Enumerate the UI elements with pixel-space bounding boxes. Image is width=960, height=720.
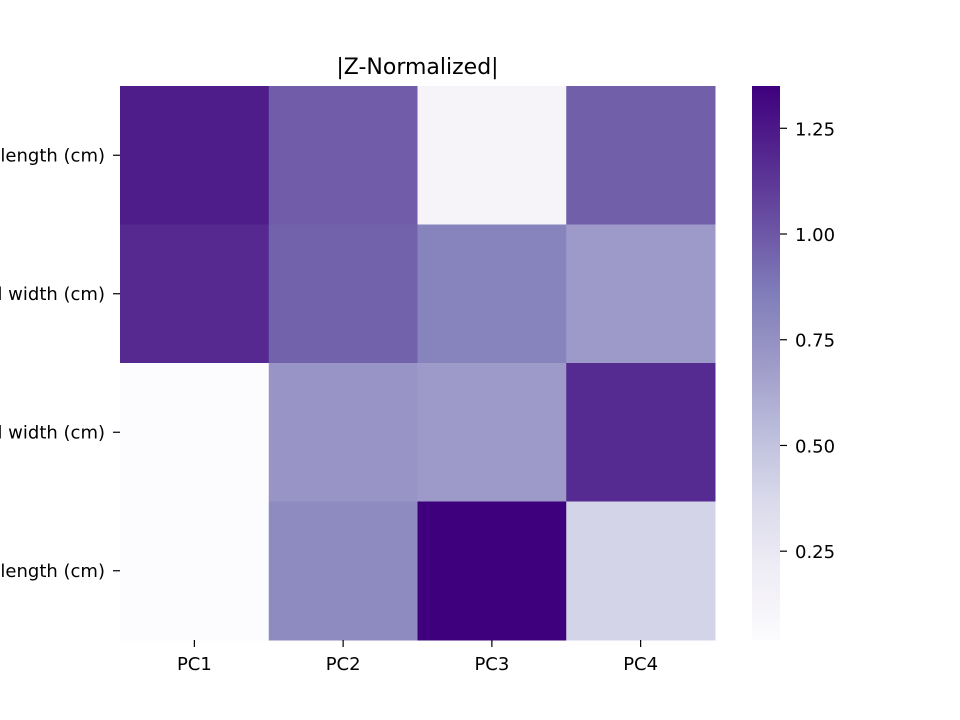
colorbar: 0.25 0.50 0.75 1.00 1.25 bbox=[752, 86, 835, 640]
heatmap-cell bbox=[566, 224, 716, 364]
x-tick-label: PC1 bbox=[177, 654, 212, 675]
colorbar-gradient bbox=[752, 86, 780, 640]
heatmap-cell bbox=[120, 224, 270, 364]
colorbar-tick-label: 1.00 bbox=[795, 225, 835, 246]
chart-title: |Z-Normalized| bbox=[336, 55, 498, 80]
x-axis: PC1 PC2 PC3 PC4 bbox=[177, 640, 658, 675]
heatmap-cell bbox=[566, 363, 716, 502]
heatmap-cell bbox=[120, 501, 270, 641]
heatmap-cell bbox=[268, 86, 418, 225]
y-axis: sepal length (cm) sepal width (cm) petal w… bbox=[0, 145, 120, 582]
heatmap-cell bbox=[268, 363, 418, 502]
y-tick-label: petal width (cm) bbox=[0, 422, 105, 443]
heatmap-cell bbox=[417, 501, 567, 641]
colorbar-ticks: 0.25 0.50 0.75 1.00 1.25 bbox=[780, 119, 835, 563]
x-tick-label: PC4 bbox=[623, 654, 658, 675]
heatmap-cell bbox=[268, 224, 418, 364]
colorbar-tick-label: 1.25 bbox=[795, 119, 835, 140]
y-tick-label: sepal length (cm) bbox=[0, 145, 105, 166]
y-tick-label: sepal width (cm) bbox=[0, 284, 105, 305]
heatmap-cell bbox=[268, 501, 418, 641]
heatmap-cell bbox=[566, 86, 716, 225]
colorbar-tick-label: 0.25 bbox=[795, 542, 835, 563]
heatmap-cell bbox=[417, 86, 567, 225]
heatmap-cells bbox=[120, 86, 716, 641]
x-tick-label: PC2 bbox=[326, 654, 361, 675]
colorbar-tick-label: 0.75 bbox=[795, 331, 835, 352]
x-tick-label: PC3 bbox=[474, 654, 509, 675]
heatmap-cell bbox=[566, 501, 716, 641]
heatmap-cell bbox=[417, 224, 567, 364]
colorbar-tick-label: 0.50 bbox=[795, 436, 835, 457]
heatmap-cell bbox=[120, 86, 270, 225]
y-tick-label: petal length (cm) bbox=[0, 561, 105, 582]
heatmap-cell bbox=[120, 363, 270, 502]
heatmap-cell bbox=[417, 363, 567, 502]
